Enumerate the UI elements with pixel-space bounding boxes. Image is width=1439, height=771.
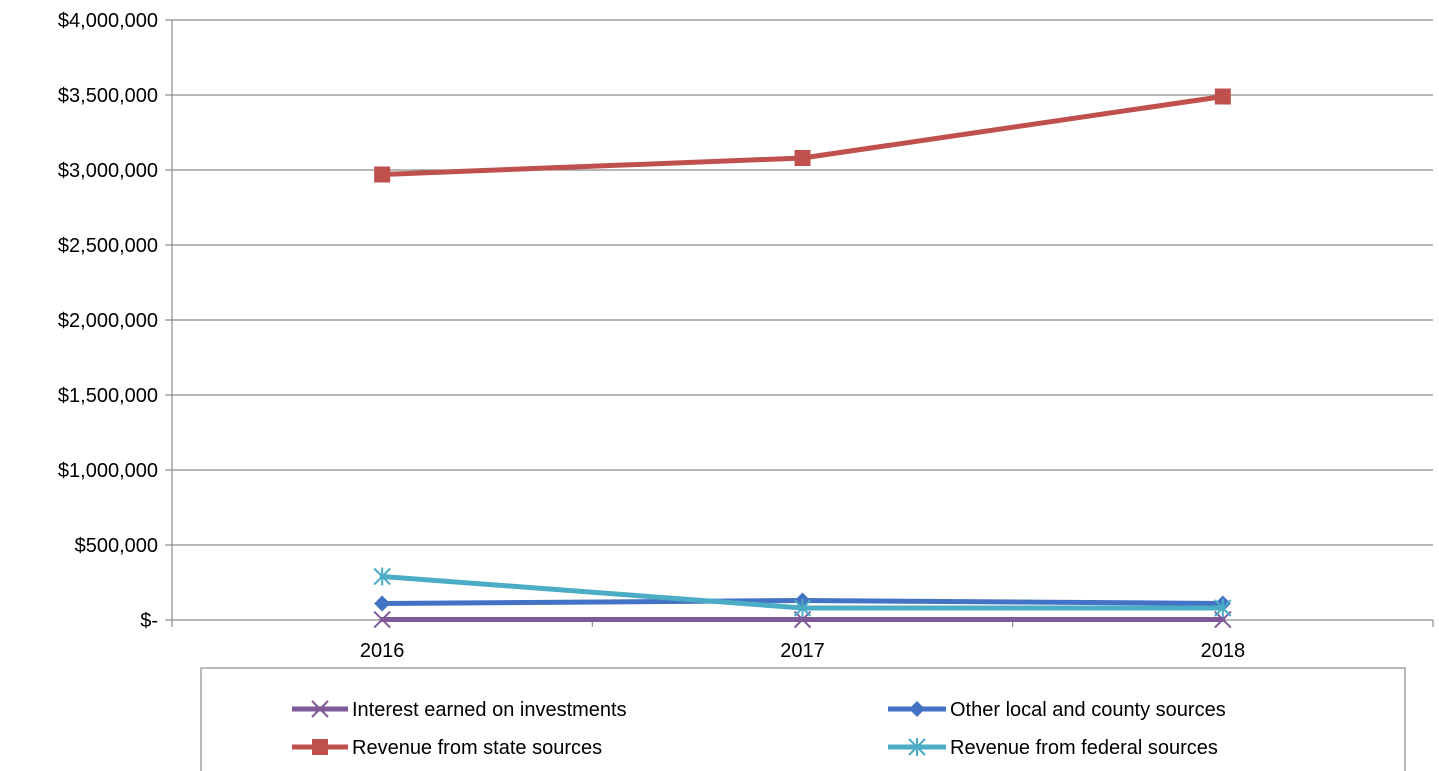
y-axis-tick-labels: $- $500,000 $1,000,000 $1,500,000 $2,000,000… bbox=[58, 10, 158, 632]
legend-item: Revenue from federal sources bbox=[888, 737, 1218, 759]
series-group bbox=[373, 88, 1232, 629]
legend-item: Other local and county sources bbox=[888, 699, 1226, 721]
y-tick-label: $500,000 bbox=[75, 535, 158, 557]
x-tick-label: 2016 bbox=[360, 640, 405, 662]
legend-label: Revenue from state sources bbox=[352, 737, 602, 759]
y-tick-label: $1,500,000 bbox=[58, 385, 158, 407]
x-tick-label: 2018 bbox=[1201, 640, 1246, 662]
y-tick-label: $- bbox=[140, 610, 158, 632]
legend: Interest earned on investments Other loca… bbox=[200, 667, 1406, 771]
data-point bbox=[373, 567, 391, 586]
y-tick-label: $1,000,000 bbox=[58, 460, 158, 482]
y-tick-label: $3,000,000 bbox=[58, 160, 158, 182]
data-point bbox=[374, 166, 391, 183]
legend-label: Other local and county sources bbox=[950, 699, 1226, 721]
legend-swatch-marker bbox=[311, 700, 329, 718]
data-point bbox=[1214, 599, 1232, 617]
legend-label: Interest earned on investments bbox=[352, 699, 627, 721]
data-point bbox=[373, 610, 391, 629]
legend-box bbox=[200, 667, 1406, 771]
data-point bbox=[1214, 88, 1231, 105]
data-point bbox=[794, 150, 811, 166]
y-gridlines bbox=[165, 19, 1433, 621]
x-tick-label: 2017 bbox=[780, 640, 825, 662]
data-point bbox=[374, 595, 391, 612]
legend-item: Revenue from state sources bbox=[292, 737, 602, 759]
y-tick-label: $3,500,000 bbox=[58, 85, 158, 107]
legend-swatch-marker bbox=[312, 739, 328, 755]
legend-swatch-marker bbox=[908, 738, 926, 756]
y-tick-label: $2,500,000 bbox=[58, 235, 158, 257]
legend-item: Interest earned on investments bbox=[292, 699, 627, 721]
series-3 bbox=[373, 567, 1232, 617]
y-tick-label: $2,000,000 bbox=[58, 310, 158, 332]
series-2 bbox=[374, 88, 1231, 183]
data-point bbox=[793, 599, 812, 617]
legend-label: Revenue from federal sources bbox=[950, 737, 1218, 759]
y-tick-label: $4,000,000 bbox=[58, 10, 158, 32]
legend-swatch-marker bbox=[909, 701, 925, 717]
x-axis-tick-labels: 2016 2017 2018 bbox=[360, 640, 1245, 662]
series-0 bbox=[373, 610, 1232, 629]
